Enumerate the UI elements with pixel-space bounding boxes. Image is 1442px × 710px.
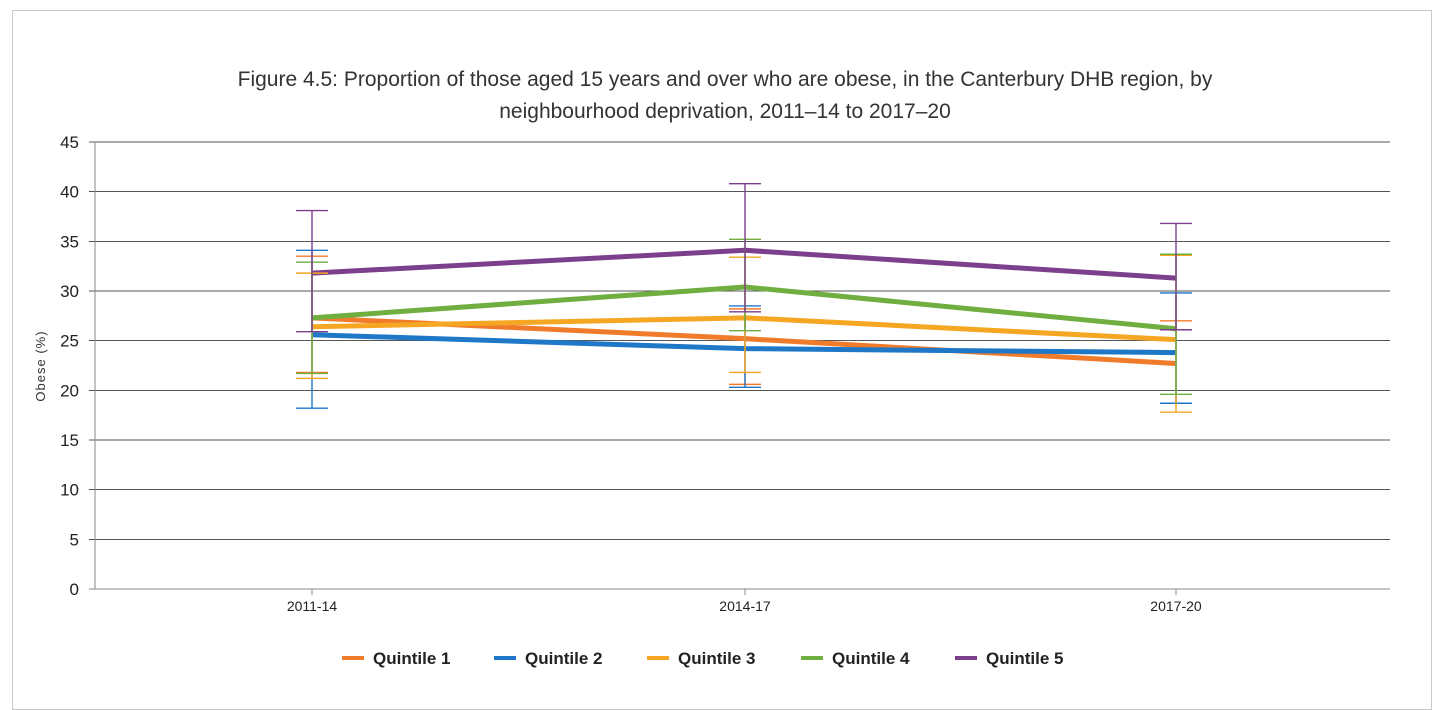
- y-tick-label: 0: [70, 580, 79, 599]
- chart-frame: [12, 10, 1432, 710]
- legend-label: Quintile 2: [525, 649, 602, 668]
- chart-title-line-1: Figure 4.5: Proportion of those aged 15 …: [238, 68, 1213, 91]
- y-tick-label: 15: [60, 431, 79, 450]
- x-tick-label: 2017-20: [1150, 598, 1202, 614]
- grid-layer: [89, 141, 1390, 595]
- legend: Quintile 1 Quintile 2 Quintile 3 Quintile 4…: [342, 649, 1063, 668]
- series-layer: [311, 247, 1177, 367]
- series-line-quintile-5: [311, 247, 1177, 281]
- tick-labels: 0 5 10 15 20 25 30 35 40 45: [60, 133, 79, 599]
- y-tick-label: 25: [60, 332, 79, 351]
- legend-label: Quintile 1: [373, 649, 450, 668]
- y-tick-label: 10: [60, 481, 79, 500]
- x-tick-label: 2011-14: [287, 598, 338, 614]
- legend-label: Quintile 3: [678, 649, 755, 668]
- chart-title-line-2: neighbourhood deprivation, 2011–14 to 20…: [499, 100, 951, 123]
- chart: Figure 4.5: Proportion of those aged 15 …: [33, 68, 1390, 668]
- y-tick-label: 5: [70, 530, 79, 549]
- y-tick-label: 40: [60, 183, 79, 202]
- y-tick-label: 45: [60, 133, 79, 152]
- category-labels: 2011-14 2014-17 2017-20: [287, 598, 1202, 614]
- legend-label: Quintile 4: [832, 649, 910, 668]
- legend-label: Quintile 5: [986, 649, 1063, 668]
- y-tick-label: 20: [60, 381, 79, 400]
- x-tick-label: 2014-17: [719, 598, 771, 614]
- y-tick-label: 35: [60, 232, 79, 251]
- y-axis-title: Obese (%): [33, 330, 48, 401]
- y-tick-label: 30: [60, 282, 79, 301]
- error-bars-layer: [296, 183, 1192, 413]
